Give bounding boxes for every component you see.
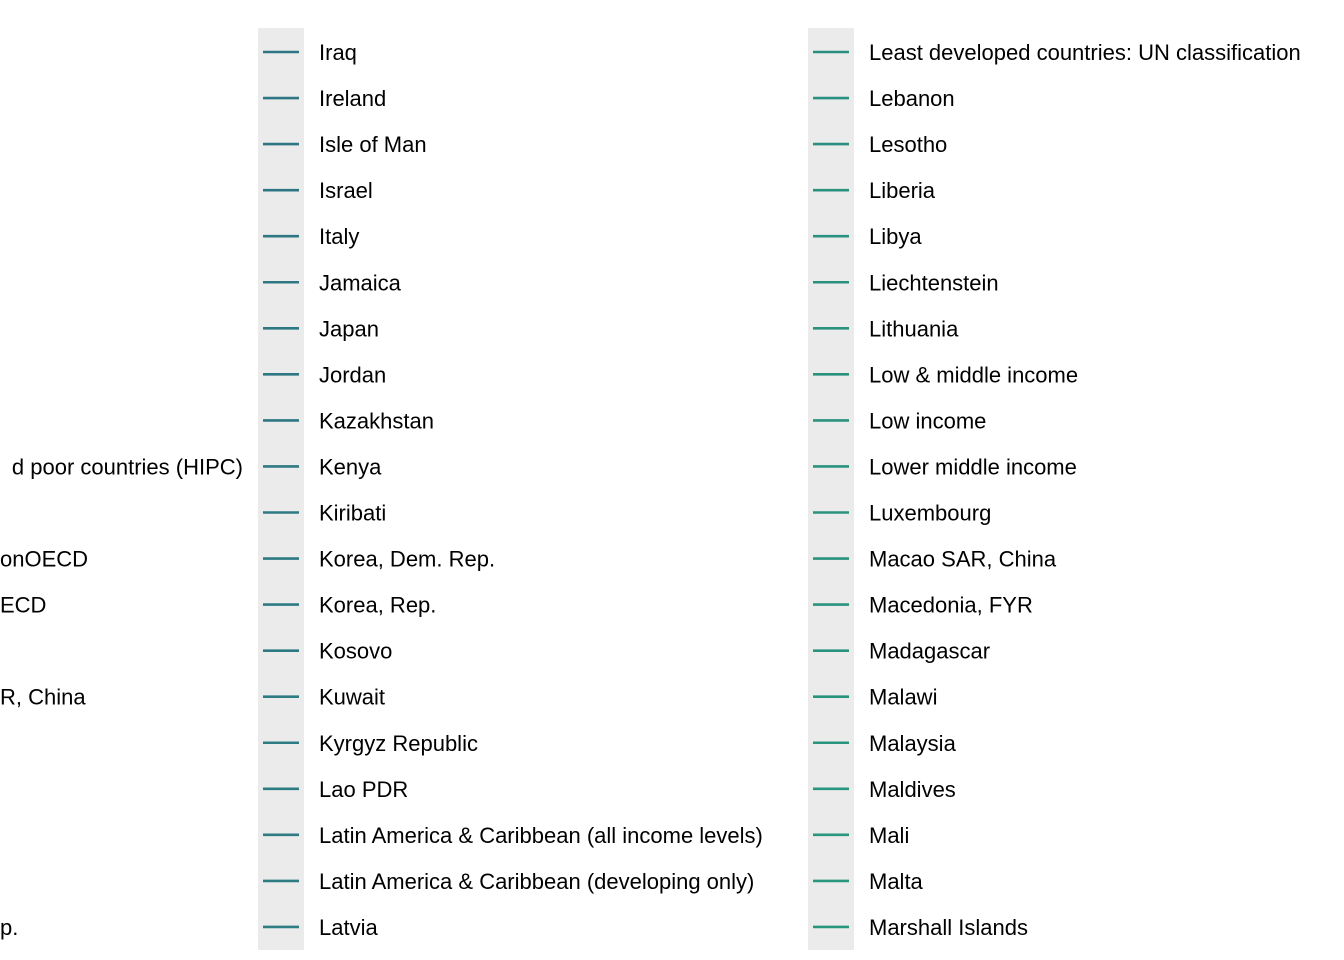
- legend-item: Iraq: [263, 40, 357, 65]
- legend-label: Lower middle income: [869, 454, 1077, 479]
- legend-item: Macedonia, FYR: [813, 593, 1033, 618]
- legend-label: onOECD: [0, 547, 88, 572]
- legend-label: Malta: [869, 869, 924, 894]
- legend-label: Ireland: [319, 86, 386, 111]
- legend-key-strip: [258, 28, 304, 950]
- legend-label: Latvia: [319, 915, 378, 940]
- legend-label: Kyrgyz Republic: [319, 731, 478, 756]
- legend-item: Jordan: [263, 362, 386, 387]
- legend-label: ECD: [0, 593, 46, 618]
- legend-item: Kuwait: [263, 685, 385, 710]
- legend-item: Lebanon: [813, 86, 955, 111]
- legend-label: Liberia: [869, 178, 936, 203]
- legend-label: Italy: [319, 224, 359, 249]
- legend-item: Lao PDR: [263, 777, 408, 802]
- legend-item: Japan: [263, 316, 379, 341]
- legend-label: Kuwait: [319, 685, 385, 710]
- legend-label: Libya: [869, 224, 922, 249]
- legend-item: Luxembourg: [813, 501, 991, 526]
- legend-key-strip: [808, 28, 854, 950]
- legend-item: Macao SAR, China: [813, 547, 1057, 572]
- legend-label: Mali: [869, 823, 909, 848]
- legend-label: Jamaica: [319, 270, 402, 295]
- legend-item: Maldives: [813, 777, 956, 802]
- legend-item: Lithuania: [813, 316, 959, 341]
- legend-label: d poor countries (HIPC): [12, 454, 243, 479]
- legend-item: Malaysia: [813, 731, 957, 756]
- legend-item: Low income: [813, 408, 986, 433]
- legend-label: Isle of Man: [319, 132, 427, 157]
- legend-item: Mali: [813, 823, 909, 848]
- legend-label: Korea, Dem. Rep.: [319, 547, 495, 572]
- legend-item: Latvia: [263, 915, 378, 940]
- legend-label: Kosovo: [319, 639, 392, 664]
- legend-label: Lesotho: [869, 132, 947, 157]
- legend-item: Latin America & Caribbean (developing on…: [263, 869, 754, 894]
- legend-label: Macao SAR, China: [869, 547, 1057, 572]
- legend-item: Kenya: [263, 454, 382, 479]
- legend-layer: d poor countries (HIPC) onOECD ECD R, China…: [0, 28, 1301, 950]
- legend-item: Malawi: [813, 685, 937, 710]
- legend-item: Kiribati: [263, 501, 386, 526]
- legend-label: Latin America & Caribbean (developing on…: [319, 869, 754, 894]
- legend-item: Least developed countries: UN classifica…: [813, 40, 1301, 65]
- legend-label: Lao PDR: [319, 777, 408, 802]
- legend-item: onOECD: [0, 547, 88, 572]
- legend-item: Ireland: [263, 86, 386, 111]
- legend-item: Jamaica: [263, 270, 402, 295]
- legend-label: R, China: [0, 685, 86, 710]
- legend-label: Marshall Islands: [869, 915, 1028, 940]
- legend-label: Madagascar: [869, 639, 990, 664]
- legend-item: d poor countries (HIPC): [12, 454, 243, 479]
- legend-item: Kosovo: [263, 639, 392, 664]
- legend-item: Kyrgyz Republic: [263, 731, 478, 756]
- legend-label: Lebanon: [869, 86, 955, 111]
- legend-label: Malawi: [869, 685, 937, 710]
- legend-label: Low income: [869, 408, 986, 433]
- legend-item: Low & middle income: [813, 362, 1078, 387]
- legend-item: Liberia: [813, 178, 936, 203]
- legend-item: Israel: [263, 178, 373, 203]
- legend-label: Luxembourg: [869, 501, 991, 526]
- legend-label: Low & middle income: [869, 362, 1078, 387]
- legend-item: Isle of Man: [263, 132, 427, 157]
- legend-label: Jordan: [319, 362, 386, 387]
- legend-label: Kenya: [319, 454, 382, 479]
- legend-label: Lithuania: [869, 316, 959, 341]
- legend-item: R, China: [0, 685, 86, 710]
- legend-label: Korea, Rep.: [319, 593, 436, 618]
- legend-label: Japan: [319, 316, 379, 341]
- legend-label: Maldives: [869, 777, 956, 802]
- legend-item: Korea, Dem. Rep.: [263, 547, 495, 572]
- legend-item: Madagascar: [813, 639, 990, 664]
- legend-label: Malaysia: [869, 731, 957, 756]
- legend-label: Latin America & Caribbean (all income le…: [319, 823, 763, 848]
- legend-label: Iraq: [319, 40, 357, 65]
- legend-item: Latin America & Caribbean (all income le…: [263, 823, 763, 848]
- legend-item: Malta: [813, 869, 924, 894]
- legend-item: Kazakhstan: [263, 408, 434, 433]
- legend-item: Lower middle income: [813, 454, 1077, 479]
- legend-item: Korea, Rep.: [263, 593, 436, 618]
- legend-label: Kiribati: [319, 501, 386, 526]
- legend-item: Marshall Islands: [813, 915, 1028, 940]
- legend-item: ECD: [0, 593, 46, 618]
- legend-item: Italy: [263, 224, 359, 249]
- legend-label: Israel: [319, 178, 373, 203]
- legend-label: Macedonia, FYR: [869, 593, 1033, 618]
- legend-label: Least developed countries: UN classifica…: [869, 40, 1301, 65]
- legend-label: p.: [0, 915, 18, 940]
- legend-item: p.: [0, 915, 18, 940]
- legend-label: Kazakhstan: [319, 408, 434, 433]
- legend-item: Lesotho: [813, 132, 947, 157]
- legend-label: Liechtenstein: [869, 270, 999, 295]
- legend-item: Libya: [813, 224, 922, 249]
- legend-item: Liechtenstein: [813, 270, 999, 295]
